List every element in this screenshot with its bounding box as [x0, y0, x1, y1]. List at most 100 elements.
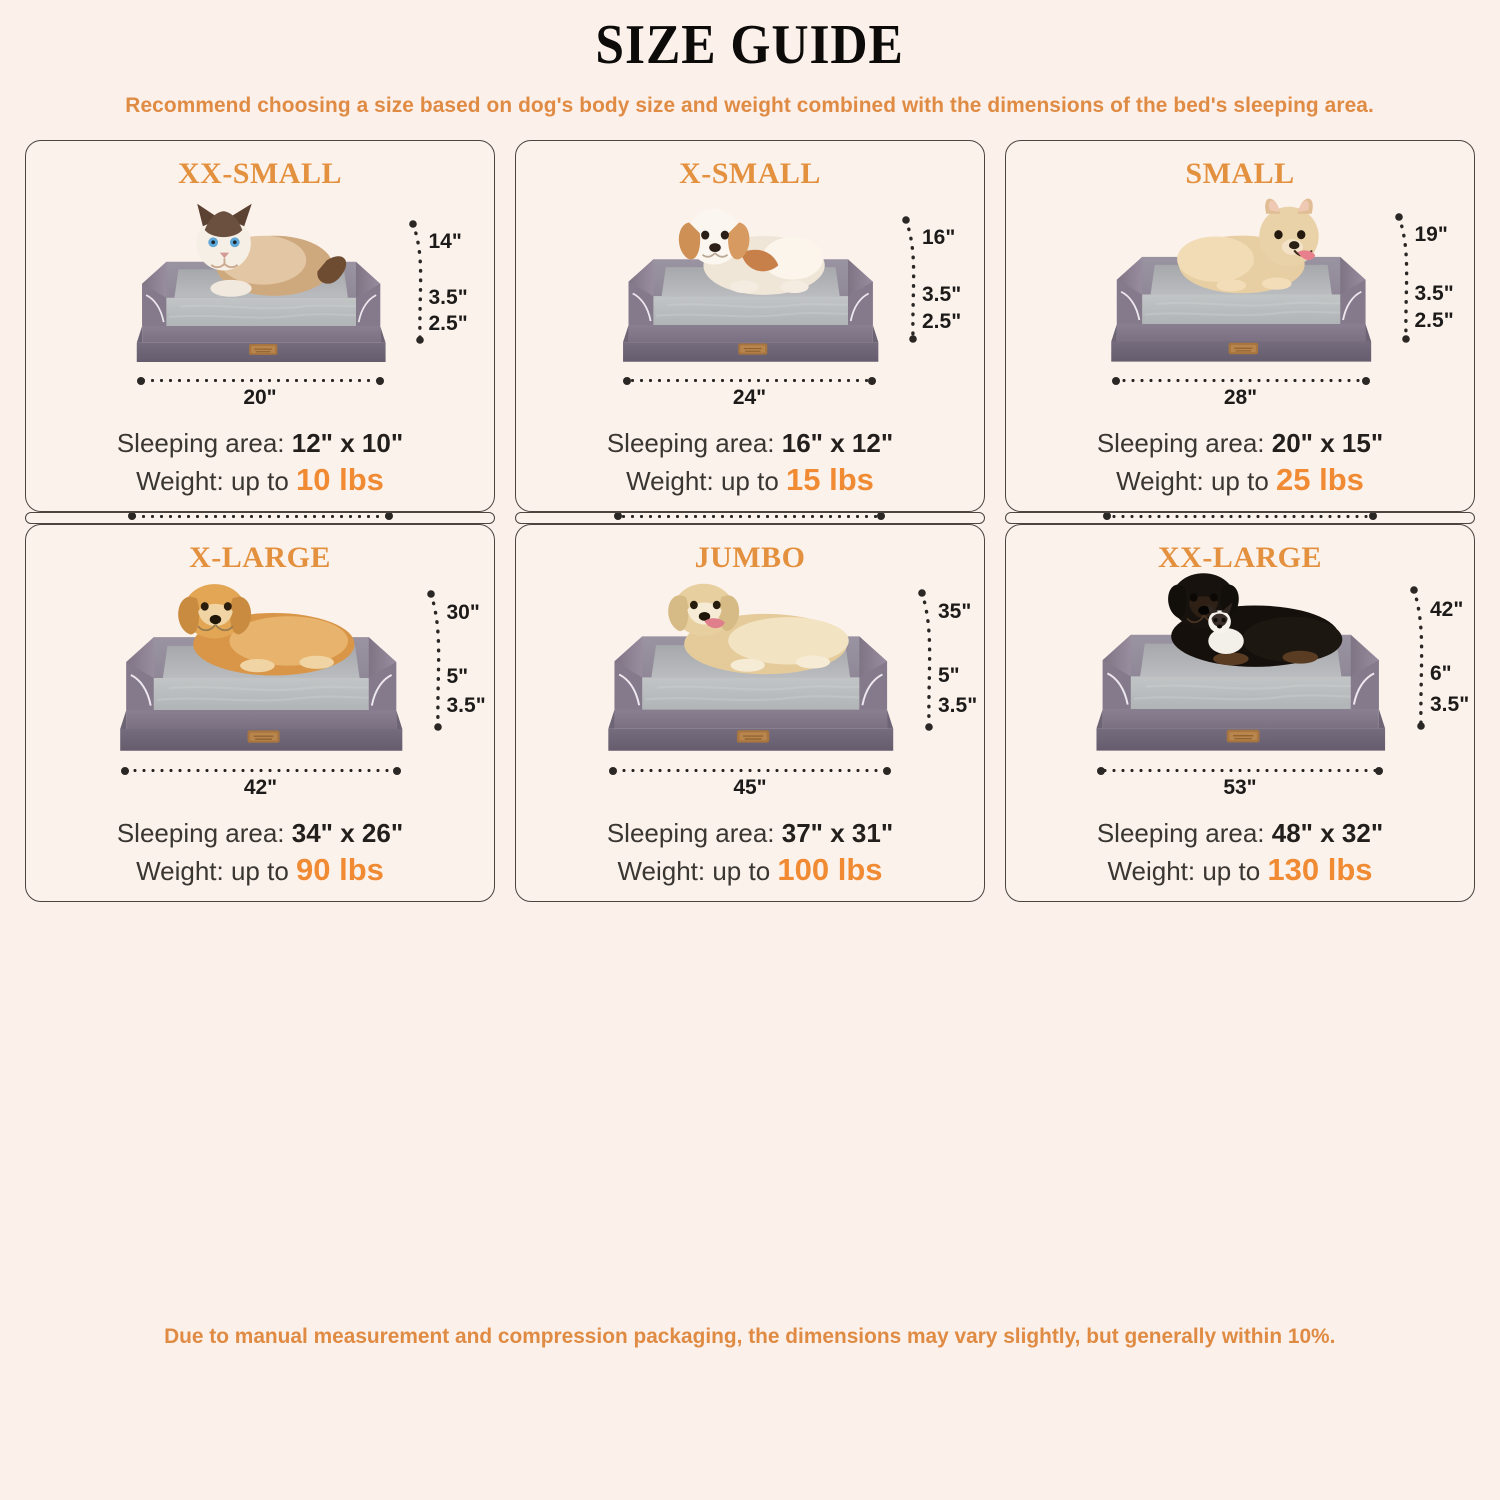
height_mid: 5"	[938, 664, 960, 688]
width-endpoint-right	[868, 376, 876, 385]
sleeping-area-value: 34" x 26"	[291, 818, 404, 848]
width-label: 24"	[732, 386, 767, 409]
weight-value: 90 lbs	[296, 851, 384, 887]
dog-bed-graphic: 30" 5" 3.5" 42"	[108, 584, 486, 799]
height_total: 16"	[922, 226, 956, 250]
width-dimension-group: 28"	[1111, 376, 1370, 410]
weight-line: Weight: up to 100 lbs	[516, 850, 984, 889]
width-endpoint-right	[883, 766, 891, 775]
height-dimension-group: 16" 3.5" 2.5"	[902, 216, 984, 343]
width-leader-dots	[127, 512, 393, 521]
size-name: XX-LARGE	[1157, 540, 1322, 574]
height_total: 42"	[1430, 597, 1464, 621]
width-endpoint-left	[623, 376, 631, 385]
width-label: 28"	[1223, 386, 1258, 409]
spec-block: Sleeping area: 37" x 31" Weight: up to 10…	[516, 817, 984, 901]
size-card-title: XX-LARGE	[1158, 541, 1322, 575]
width-endpoint-left	[120, 766, 129, 775]
weight-value: 10 lbs	[296, 461, 384, 497]
width-leader-dots	[1097, 766, 1383, 775]
width-leader-dots	[609, 766, 891, 775]
size-card-grid: XX-SMALL	[25, 139, 1475, 1304]
width-dimension-group: 20"	[136, 376, 384, 410]
bed-illustration: 35" 5" 3.5" 45"	[516, 575, 984, 817]
size-card-large-4[interactable]: LARGE( for crate )	[515, 511, 985, 524]
width-endpoint-left	[1097, 766, 1105, 775]
width-dimension-group: 45"	[609, 766, 891, 800]
sleeping-area-line: Sleeping area: 12" x 10"	[26, 427, 494, 460]
size-card-title: X-LARGE	[189, 541, 331, 575]
weight-line: Weight: up to 130 lbs	[1006, 850, 1474, 889]
width-endpoint-left	[127, 512, 136, 521]
sleeping-area-value: 37" x 31"	[781, 818, 894, 848]
height-leader-dots	[902, 216, 924, 343]
spec-block: Sleeping area: 34" x 26" Weight: up to 90…	[26, 817, 494, 901]
bed-illustration: 42" 6" 3.5" 53"	[1006, 573, 1474, 817]
height_total: 35"	[938, 600, 972, 624]
width-endpoint-right	[1375, 766, 1383, 775]
sleeping-area-value: 20" x 15"	[1271, 428, 1384, 458]
spec-block: Sleeping area: 20" x 15" Weight: up to 25…	[1006, 427, 1474, 511]
size-card-title: JUMBO	[695, 541, 806, 575]
height_base: 3.5"	[938, 694, 978, 718]
bed-illustration: 16" 3.5" 2.5" 24"	[516, 191, 984, 427]
width-endpoint-right	[375, 376, 384, 385]
width-endpoint-right	[1361, 376, 1370, 385]
size-card-xx-small-0[interactable]: XX-SMALL	[25, 139, 495, 512]
size-name: X-SMALL	[679, 156, 821, 190]
weight-value: 100 lbs	[777, 851, 883, 887]
height-leader-dots	[1410, 586, 1432, 730]
width-endpoint-right	[392, 766, 401, 775]
width-endpoint-left	[1111, 376, 1120, 385]
height-leader-dots	[426, 590, 449, 731]
size-name: X-LARGE	[189, 540, 331, 574]
width-label: 30"	[129, 522, 392, 523]
size-card-x-small-1[interactable]: X-SMALL	[515, 139, 985, 512]
page-subtitle: Recommend choosing a size based on dog's…	[125, 92, 1375, 117]
sleeping-area-value: 12" x 10"	[291, 428, 404, 458]
size-card-large-5[interactable]: LARGE	[1005, 511, 1475, 524]
size-card-jumbo-7[interactable]: JUMBO	[515, 523, 985, 902]
width-leader-dots	[614, 512, 885, 521]
height-leader-dots	[1394, 213, 1417, 343]
bed-illustration: 19" 3.5" 2.5" 28"	[1006, 191, 1474, 427]
height_mid: 3.5"	[922, 283, 962, 307]
size-card-xx-large-8[interactable]: XX-LARGE	[1005, 523, 1475, 902]
sleeping-area-label: Sleeping area:	[1096, 818, 1272, 848]
height_base: 2.5"	[1414, 309, 1454, 333]
sleeping-area-label: Sleeping area:	[1096, 428, 1272, 458]
weight-value: 25 lbs	[1276, 461, 1364, 497]
sleeping-area-label: Sleeping area:	[606, 428, 782, 458]
width-label: 42"	[243, 776, 278, 799]
height-dimension-group: 19" 3.5" 2.5"	[1394, 213, 1475, 343]
width-label: 20"	[243, 386, 277, 409]
width-dimension-group: 53"	[1097, 766, 1383, 800]
dog-bed-graphic: 19" 3.5" 2.5" 28"	[1100, 198, 1454, 409]
size-card-x-large-6[interactable]: X-LARGE	[25, 523, 495, 902]
width-endpoint-left	[609, 766, 617, 775]
size-card-medium-3[interactable]: MEDIUM	[25, 511, 495, 524]
height_mid: 3.5"	[1414, 281, 1454, 305]
size-card-title: XX-SMALL	[178, 157, 342, 191]
width-dimension-group: 38"	[614, 512, 885, 523]
width-leader-dots	[120, 766, 401, 775]
height_total: 14"	[428, 229, 462, 253]
sleeping-area-value: 48" x 32"	[1271, 818, 1384, 848]
width-dimension-group: 36"	[1102, 512, 1377, 523]
height-dimension-group: 42" 6" 3.5"	[1410, 586, 1474, 730]
width-endpoint-right	[877, 512, 885, 521]
width-endpoint-left	[1102, 512, 1111, 521]
width-dimension-group: 42"	[120, 766, 401, 800]
weight-label: Weight: up to	[136, 855, 297, 886]
sleeping-area-label: Sleeping area:	[606, 818, 782, 848]
bed-illustration: 30" 5" 3.5" 42"	[26, 575, 494, 817]
size-card-small-2[interactable]: SMALL	[1005, 139, 1475, 512]
height-dimension-group: 30" 5" 3.5"	[426, 590, 495, 731]
spec-block: Sleeping area: 16" x 12" Weight: up to 15…	[516, 427, 984, 511]
width-label: 36"	[1104, 522, 1376, 523]
size-name: JUMBO	[694, 540, 806, 574]
height_base: 3.5"	[1430, 692, 1470, 716]
size-name: SMALL	[1185, 156, 1295, 190]
bed-illustration: 14" 3.5" 2.5" 20"	[26, 191, 494, 427]
weight-line: Weight: up to 90 lbs	[26, 850, 494, 889]
